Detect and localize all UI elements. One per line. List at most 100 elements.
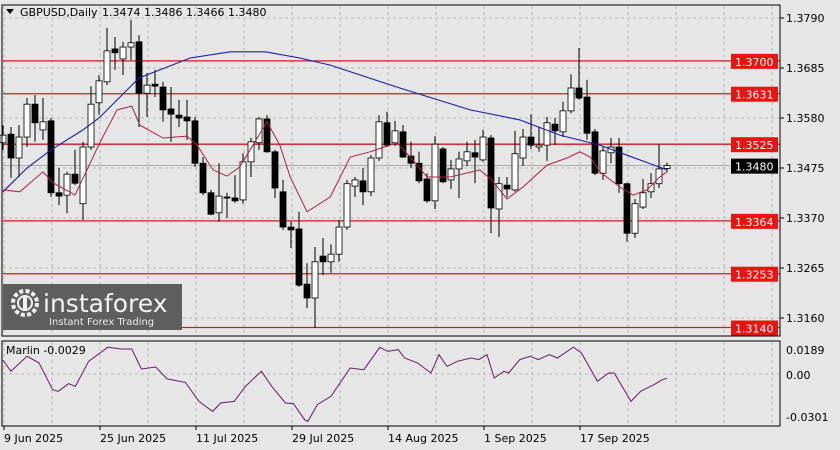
candle <box>479 129 487 162</box>
level-label-box <box>731 320 778 336</box>
bullish-candle-body <box>599 150 607 174</box>
bearish-candle-body <box>183 116 191 122</box>
bearish-candle-body <box>319 255 327 263</box>
bullish-candle-body <box>639 192 647 208</box>
current-price-value: 1.3480 <box>735 161 774 174</box>
bearish-candle-body <box>135 41 143 94</box>
candle <box>639 178 647 209</box>
watermark-tagline: Instant Forex Trading <box>49 317 154 328</box>
candle <box>503 177 511 198</box>
marlin-line <box>2 346 668 423</box>
bullish-candle-body <box>327 253 335 263</box>
candle <box>23 98 31 148</box>
bearish-candle-body <box>159 86 167 111</box>
candle <box>527 114 535 149</box>
bullish-candle-body <box>311 261 319 299</box>
level-label: 1.3253 <box>735 269 774 282</box>
bearish-candle-body <box>359 180 367 193</box>
bearish-candle-body <box>191 120 199 164</box>
time-tick-label: 11 Jul 2025 <box>196 432 258 445</box>
candle <box>551 118 559 146</box>
indicator-axis: 0.0189 0.00 -0.0301 <box>786 344 828 424</box>
time-tick-label: 25 Jun 2025 <box>100 432 166 445</box>
candle <box>119 41 127 76</box>
time-tick-label: 17 Sep 2025 <box>580 432 650 445</box>
bullish-candle-body <box>479 136 487 161</box>
bearish-candle-body <box>7 133 15 159</box>
level-label: 1.3700 <box>735 56 774 69</box>
candle <box>287 221 295 248</box>
candle <box>631 198 639 238</box>
slow-moving-average-line <box>2 51 668 193</box>
bearish-candle-body <box>423 178 431 202</box>
bearish-candle-body <box>47 120 55 194</box>
indicator-tick: -0.0301 <box>786 411 828 424</box>
candle <box>39 98 47 140</box>
indicator-tick: 0.00 <box>786 369 811 382</box>
bearish-candle-body <box>303 283 311 299</box>
bullish-candle-body <box>463 151 471 162</box>
bearish-candle-body <box>295 228 303 286</box>
collapse-triangle-icon[interactable] <box>6 9 14 14</box>
candle <box>663 162 671 173</box>
bullish-candle-body <box>647 183 655 193</box>
candle <box>407 141 415 168</box>
price-tick-label: 1.3685 <box>786 62 825 75</box>
candle <box>391 120 399 147</box>
bearish-candle-body <box>591 131 599 174</box>
bullish-candle-body <box>455 158 463 170</box>
fast-moving-average-line <box>2 105 668 213</box>
bullish-candle-body <box>367 157 375 193</box>
candle <box>7 127 15 178</box>
candle <box>279 179 287 230</box>
candle <box>231 175 239 203</box>
instaforex-watermark: instaforex Instant Forex Trading <box>3 284 182 330</box>
candle <box>127 19 135 60</box>
bullish-candle-body <box>215 195 223 214</box>
bearish-candle-body <box>551 123 559 132</box>
bearish-candle-body <box>527 136 535 146</box>
bullish-candle-body <box>63 173 71 196</box>
candle <box>135 35 143 128</box>
candle <box>111 37 119 70</box>
candle <box>263 115 271 153</box>
bullish-candle-body <box>375 121 383 159</box>
candle <box>31 95 39 142</box>
candle <box>103 28 111 86</box>
candle <box>511 130 519 192</box>
bearish-candle-body <box>503 184 511 190</box>
marlin-oscillator <box>2 346 668 423</box>
bearish-candle-body <box>55 192 63 197</box>
time-tick-label: 29 Jul 2025 <box>292 432 354 445</box>
price-tick-label: 1.3580 <box>786 112 825 125</box>
candle <box>223 192 231 218</box>
level-label-box <box>731 53 778 69</box>
candle <box>199 157 207 196</box>
bearish-candle-body <box>199 162 207 194</box>
candle <box>623 182 631 242</box>
candle <box>271 149 279 198</box>
bearish-candle-body <box>583 96 591 134</box>
price-tick-label: 1.3475 <box>786 162 825 175</box>
candle <box>463 141 471 167</box>
time-tick-label: 1 Sep 2025 <box>484 432 547 445</box>
candle <box>0 125 7 150</box>
candle <box>303 263 311 308</box>
bearish-candle-body <box>439 148 447 183</box>
candle <box>583 79 591 140</box>
price-tick-label: 1.3790 <box>786 12 825 25</box>
candle <box>247 138 255 178</box>
price-tick-label: 1.3265 <box>786 262 825 275</box>
bullish-candle-body <box>543 122 551 146</box>
bearish-candle-body <box>231 197 239 202</box>
time-tick-label: 9 Jun 2025 <box>4 432 63 445</box>
candle <box>359 168 367 206</box>
candle <box>447 159 455 189</box>
bullish-candle-body <box>535 144 543 148</box>
bullish-candle-body <box>79 146 87 205</box>
bearish-candle-body <box>151 83 159 87</box>
candle <box>319 238 327 276</box>
watermark-brand: instaforex <box>43 289 168 318</box>
ohlc-values: 1.3474 1.3486 1.3466 1.3480 <box>102 6 266 19</box>
